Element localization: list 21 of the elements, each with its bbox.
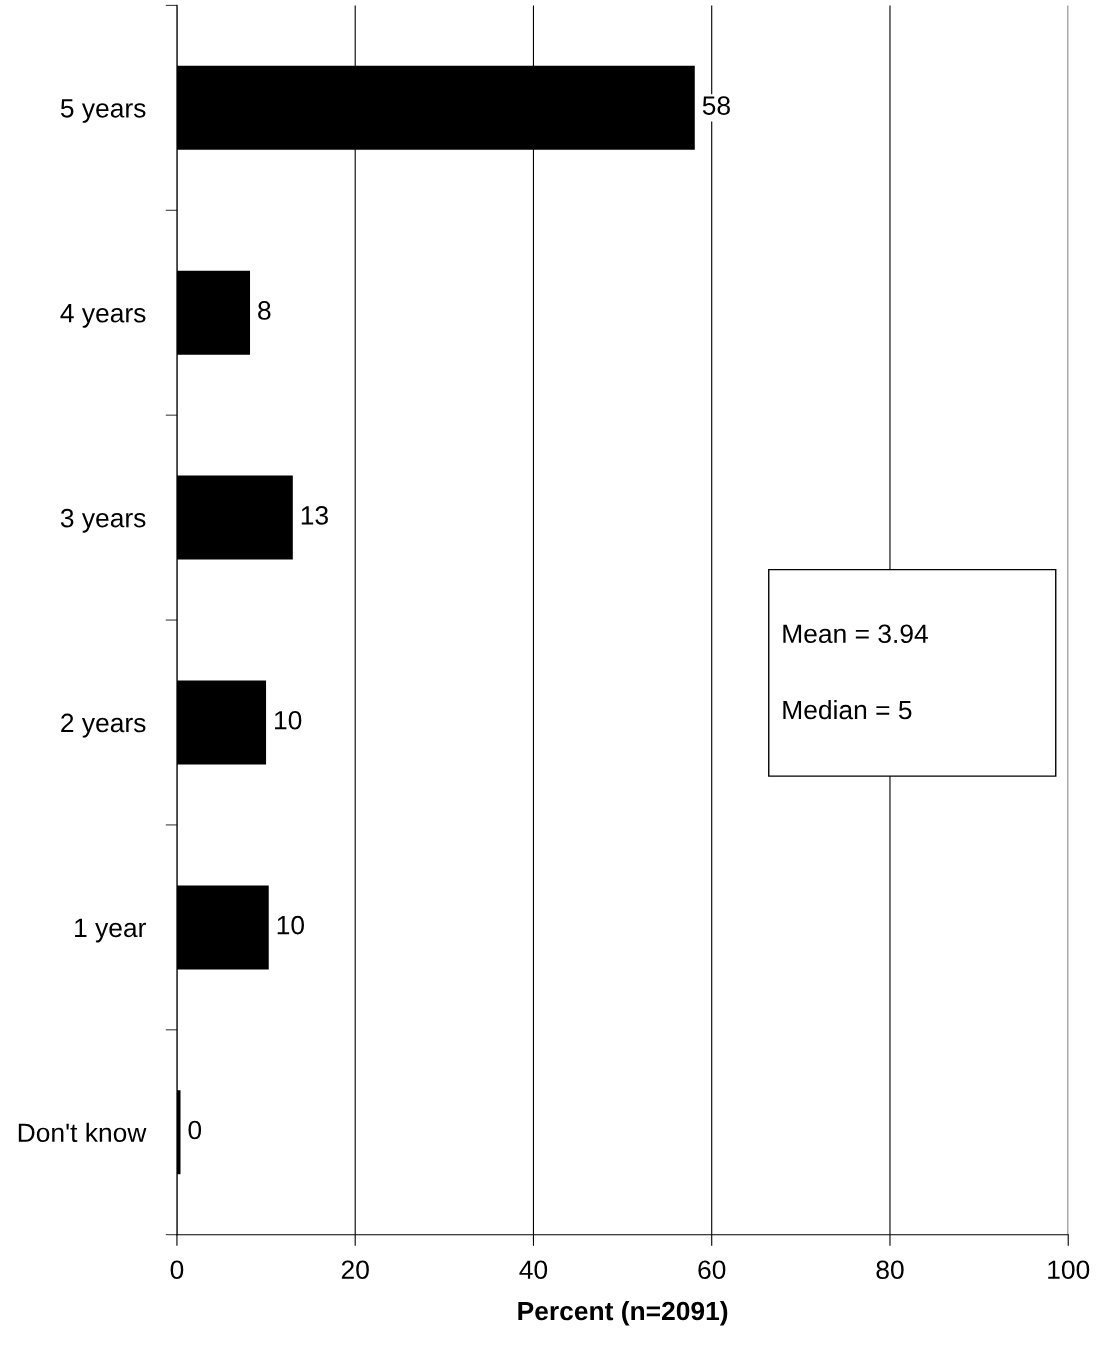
data-label: 0 (188, 1120, 202, 1140)
annotation: Mean = 3.94 (783, 624, 928, 644)
y-tick-label: Don't know (18, 1122, 147, 1143)
data-label: 8 (258, 301, 271, 320)
y-tick-label: 3 years (60, 508, 146, 533)
x-tick-label: 100 (1048, 1260, 1090, 1280)
x-tick-label: 20 (341, 1260, 369, 1280)
x-tick-label: 80 (876, 1260, 904, 1280)
x-tick-label: 0 (170, 1260, 184, 1280)
y-tick-label: 5 years (60, 99, 146, 123)
x-tick-label: 60 (698, 1260, 726, 1280)
data-label: 58 (702, 96, 730, 115)
y-tick-label: 2 years (61, 713, 146, 738)
y-tick-label: 1 year (75, 918, 146, 943)
x-tick-label: 40 (519, 1260, 548, 1280)
annotation: Median = 5 (783, 699, 912, 720)
data-label: 10 (275, 710, 302, 730)
y-tick-label: 4 years (60, 304, 146, 328)
data-label: 10 (277, 915, 305, 935)
data-label: 13 (301, 506, 328, 525)
x-axis-title: Percent (n=2091) (518, 1300, 728, 1326)
